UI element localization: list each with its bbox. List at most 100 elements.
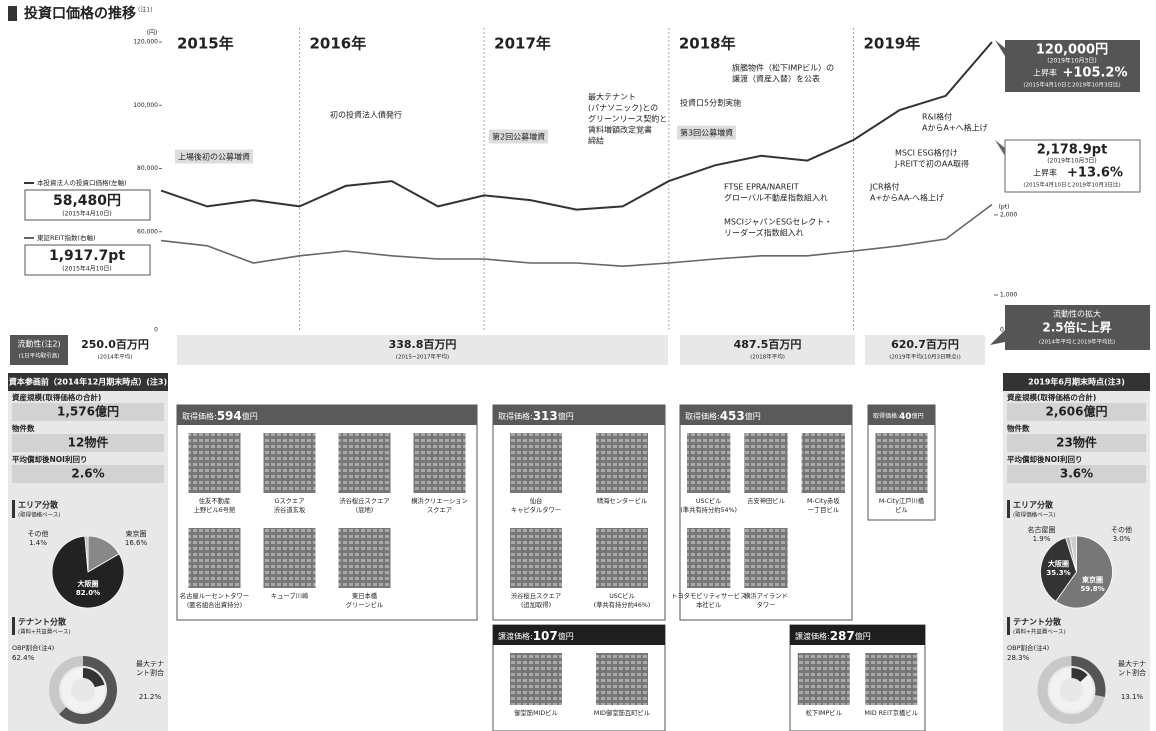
deal-price: 譲渡価格:287億円 (795, 629, 871, 643)
series-line (161, 42, 992, 210)
annotation: 第2回公募増資 (492, 132, 545, 142)
property-photo (510, 433, 562, 493)
property-name: グリーンビル (346, 600, 383, 609)
deal-price-part: 譲渡価格: (498, 631, 533, 641)
property-name: M-City赤坂 (807, 496, 840, 505)
annotation: MSCIジャパンESGセレクト・ (724, 218, 832, 227)
pie-category: 東京圏 (126, 529, 147, 538)
property-photo (264, 528, 316, 588)
property-photo (189, 528, 241, 588)
row-label: 平均償却後NOI利回り (1007, 454, 1082, 464)
property-name: タワー (757, 600, 776, 609)
donut-category: OBP割合(注4) (12, 643, 54, 652)
annotation: グリーンリース契約と (588, 114, 667, 124)
property-photo (876, 433, 928, 493)
deal-price-part: 287 (830, 629, 855, 643)
row-label: 平均償却後NOI利回り (12, 454, 87, 464)
liquidity-note: (2014年平均) (98, 353, 133, 361)
row-label: 物件数 (1007, 423, 1030, 433)
deal-price-part: 取得価格: (685, 411, 720, 421)
property-photo (802, 433, 845, 493)
x-tick-label: 2018年 (679, 35, 736, 53)
pie-category: 大阪圏 (78, 579, 99, 588)
section-bar (1007, 617, 1010, 635)
deal-price-part: 億円 (745, 411, 761, 421)
deal-price: 取得価格:594億円 (182, 409, 258, 423)
property-name: 御堂筋MIDビル (514, 708, 558, 717)
annotation: 賃料増額改定覚書 (588, 125, 652, 135)
row-value: 1,576億円 (57, 404, 119, 419)
panel-header: 資本参画前（2014年12月期末時点）(注3) (9, 377, 167, 387)
start-date: (2015年4月10日) (62, 265, 111, 273)
end-date: (2019年10月3日) (1047, 157, 1096, 165)
property-name: (追加取得) (521, 600, 551, 609)
pie-value: 3.0% (1113, 535, 1131, 543)
summary-title: 流動性の拡大 (1053, 309, 1101, 319)
property-photo (687, 528, 730, 588)
property-name: 渋谷桜丘スクエア (339, 496, 389, 505)
rise-label: 上昇率 (1033, 68, 1057, 78)
rise-value: +105.2% (1062, 66, 1127, 81)
title-mark (8, 6, 17, 21)
property-name: 上野ビル6号館 (194, 505, 236, 514)
liquidity-value: 250.0百万円 (81, 338, 149, 351)
y2-tick-label: 1,000 (1000, 292, 1017, 299)
property-name: MID御堂筋瓦町ビル (594, 708, 650, 717)
property-name: Gスクエア (274, 497, 304, 505)
liquidity-label: 流動性(注2) (17, 339, 60, 349)
donut-title: テナント分散 (1013, 617, 1062, 627)
property-photo (744, 433, 787, 493)
page-title: 投資口価格の推移 (24, 5, 136, 22)
property-name: 住友不動産 (199, 496, 230, 505)
x-tick-label: 2019年 (864, 35, 921, 53)
section-bar (1007, 500, 1010, 518)
deal-price-part: 億円 (558, 411, 574, 421)
row-value: 3.6% (1060, 467, 1093, 481)
deal-price-part: 取得価格: (873, 412, 899, 420)
property-name: ビル (895, 505, 908, 514)
deal-price-part: 453 (720, 409, 745, 423)
y2-tick-label: 2,000 (1000, 211, 1017, 218)
pie-subtitle: (取得価格ベース) (1013, 511, 1056, 519)
property-name: 仙台 (530, 496, 543, 505)
liquidity-value: 338.8百万円 (389, 338, 457, 351)
property-photo (339, 433, 391, 493)
property-name: 本社ビル (696, 600, 721, 609)
property-name: 東日本橋 (352, 591, 378, 600)
pie-category: 大阪圏 (1048, 559, 1069, 568)
pie-value: 1.9% (1033, 535, 1051, 543)
property-name: (準共有持分約46%) (594, 600, 651, 609)
y-tick-label: 80,000 (137, 165, 158, 172)
start-value: 1,917.7pt (49, 248, 125, 264)
property-photo (798, 653, 850, 705)
property-photo (264, 433, 316, 493)
pie-value: 59.8% (1080, 585, 1104, 593)
donut-title: テナント分散 (18, 617, 67, 627)
annotation: 上場後初の公募増資 (178, 152, 250, 162)
row-label: 資産規模(取得価格の合計) (1007, 392, 1096, 402)
end-note: (2015年4月10日と2019年10月3日比) (1023, 181, 1120, 189)
pie-value: 1.4% (29, 539, 47, 547)
property-name: 横浜クリエーション (411, 496, 468, 505)
property-name: 晴海センタービル (597, 496, 647, 505)
property-name: キューブ川崎 (271, 591, 309, 600)
infographic: 投資口価格の推移 (注1) 2015年2016年2017年2018年2019年(… (0, 0, 1156, 731)
donut-subtitle: (賃料+共益費ベース) (18, 628, 71, 636)
annotation: グローバル不動産指数組入れ (724, 193, 828, 203)
row-value: 23物件 (1056, 435, 1097, 450)
donut-subtitle: (賃料+共益費ベース) (1013, 628, 1066, 636)
pie-category: その他 (1111, 525, 1132, 534)
end-value: 2,178.9pt (1037, 143, 1108, 158)
deal-price-part: 594 (217, 409, 242, 423)
property-name: USCビル (609, 591, 635, 600)
liquidity-sub: (1日平均取引高) (19, 352, 60, 360)
row-value: 2,606億円 (1046, 404, 1108, 419)
property-name: (底地) (356, 505, 374, 514)
annotation: 第3回公募増資 (680, 128, 733, 138)
donut-category: 最大テナント割合 (134, 660, 166, 678)
pie-value: 35.3% (1046, 569, 1070, 577)
row-value: 12物件 (68, 435, 109, 450)
property-name: 松下IMPビル (806, 708, 842, 717)
liquidity-value: 620.7百万円 (891, 338, 959, 351)
row-label: 資産規模(取得価格の合計) (12, 392, 101, 402)
